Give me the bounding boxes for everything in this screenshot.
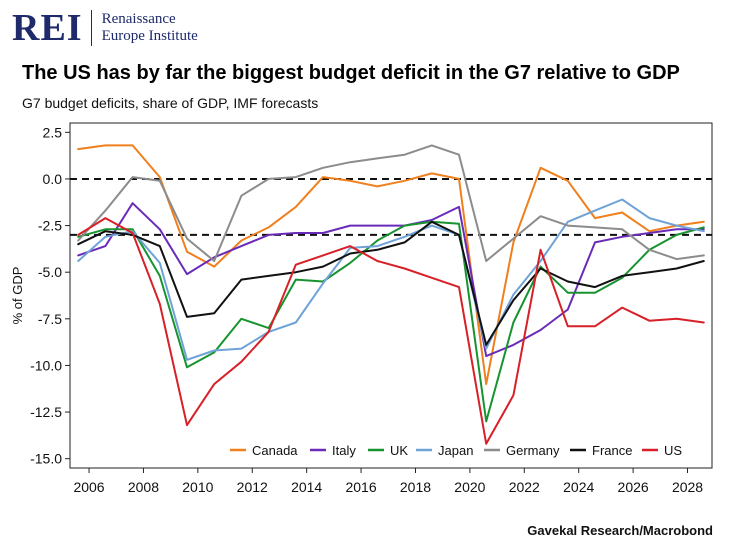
logo: REI Renaissance Europe Institute [12, 6, 198, 50]
y-tick-label: 0.0 [43, 171, 63, 187]
series-line-italy [77, 202, 705, 358]
x-tick-label: 2008 [128, 479, 159, 495]
y-tick-label: -12.5 [30, 404, 62, 420]
y-tick-label: 2.5 [43, 124, 63, 140]
line-chart: 2.5 0.0 -2.5 -5.0 -7.5 -10.0 -12.5 -15.0 2006 200… [10, 122, 713, 495]
x-tick-label: 2016 [345, 479, 376, 495]
x-tick-label: 2010 [182, 479, 213, 495]
y-tick-label: -7.5 [38, 311, 62, 327]
legend-label-canada: Canada [252, 443, 298, 458]
plot-frame [69, 122, 713, 469]
series-line-canada [77, 144, 705, 386]
x-tick-label: 2022 [509, 479, 540, 495]
logo-mark: REI [12, 7, 83, 49]
x-tick-label: 2014 [291, 479, 322, 495]
legend-label-italy: Italy [332, 443, 356, 458]
legend-label-france: France [592, 443, 632, 458]
x-tick-label: 2012 [237, 479, 268, 495]
x-tick-label: 2026 [618, 479, 649, 495]
chart-title: The US has by far the biggest budget def… [22, 62, 680, 84]
series-line-germany [77, 144, 705, 262]
x-tick-label: 2020 [454, 479, 485, 495]
y-tick-label: -5.0 [38, 264, 62, 280]
legend-label-us: US [664, 443, 682, 458]
y-axis-title: % of GDP [10, 267, 25, 325]
legend-label-germany: Germany [506, 443, 560, 458]
logo-line-2: Europe Institute [101, 28, 198, 44]
series-line-uk [77, 220, 705, 423]
logo-name: Renaissance Europe Institute [102, 11, 198, 45]
y-tick-label: -10.0 [30, 357, 62, 373]
chart-subtitle: G7 budget deficits, share of GDP, IMF fo… [22, 95, 319, 111]
y-tick-label: -2.5 [38, 218, 62, 234]
x-tick-label: 2006 [73, 479, 104, 495]
legend-label-uk: UK [390, 443, 408, 458]
legend-label-japan: Japan [438, 443, 473, 458]
x-tick-label: 2024 [563, 479, 594, 495]
series-line-france [77, 220, 705, 346]
x-tick-label: 2028 [672, 479, 703, 495]
series-line-japan [77, 198, 705, 361]
x-tick-label: 2018 [400, 479, 431, 495]
logo-divider [90, 10, 92, 46]
y-tick-label: -15.0 [30, 451, 62, 467]
logo-line-1: Renaissance [101, 11, 176, 27]
series-line-us [77, 217, 705, 445]
source-note: Gavekal Research/Macrobond [527, 523, 713, 538]
